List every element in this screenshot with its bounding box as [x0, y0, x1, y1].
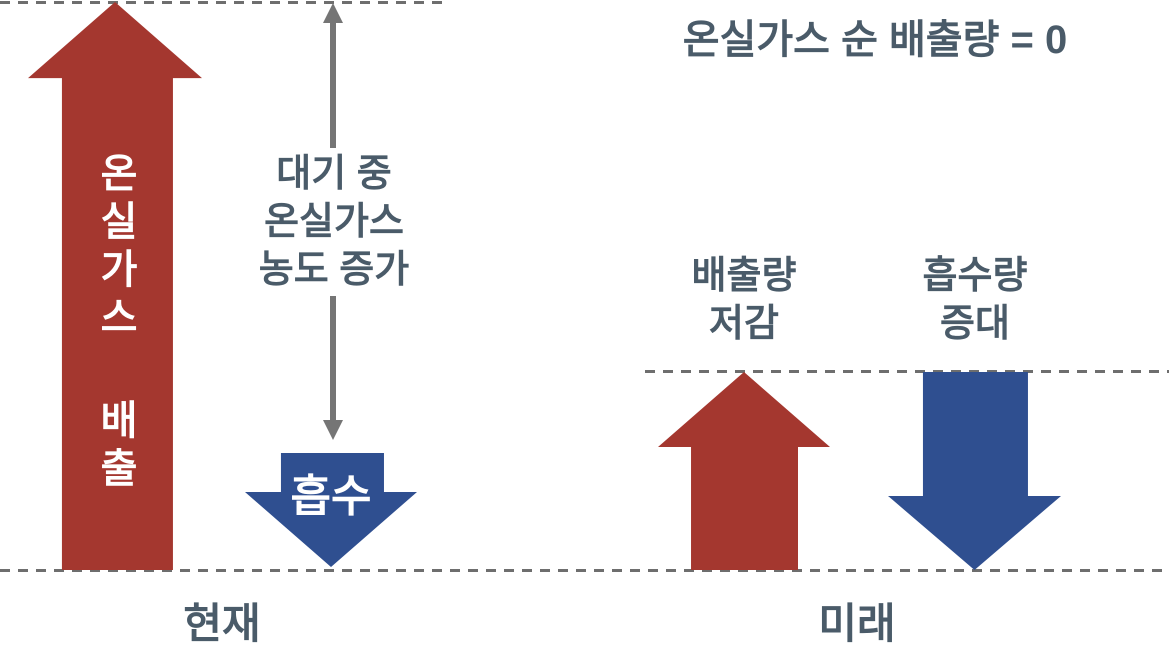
top-dashed-line — [0, 1, 442, 4]
atmosphere-note-line2: 온실가스 — [264, 201, 404, 243]
emission-reduction-up-arrow — [658, 372, 830, 570]
bottom-dashed-line — [0, 569, 1169, 572]
emission-arrow-label: 온실가스 배출 — [93, 152, 137, 495]
axis-label-future: 미래 — [818, 600, 896, 647]
emission-up-arrow: 온실가스 배출 — [28, 2, 202, 570]
atmosphere-note-line3: 농도 증가 — [258, 249, 410, 291]
reduction-label-line1: 배출량 — [691, 255, 797, 297]
axis-label-present: 현재 — [183, 600, 261, 647]
absorption-arrow-label: 흡수 — [290, 472, 372, 521]
emission-arrow-label-line1: 온실가스 — [93, 152, 137, 344]
absorption-down-arrow: 흡수 — [245, 453, 417, 567]
emission-arrow-label-line2: 배출 — [93, 399, 137, 495]
net-zero-title: 온실가스 순 배출량 = 0 — [682, 18, 1068, 62]
atmosphere-note: 대기 중 온실가스 농도 증가 — [248, 148, 420, 296]
increase-label-line1: 흡수량 — [922, 255, 1028, 297]
middle-right-dashed-line — [645, 370, 1169, 373]
reduction-label: 배출량 저감 — [692, 252, 797, 348]
reduction-label-line2: 저감 — [709, 303, 779, 345]
atmosphere-note-line1: 대기 중 — [276, 153, 392, 195]
absorption-increase-down-arrow — [888, 372, 1061, 570]
increase-label-line2: 증대 — [940, 303, 1010, 345]
increase-label: 흡수량 증대 — [923, 252, 1028, 348]
